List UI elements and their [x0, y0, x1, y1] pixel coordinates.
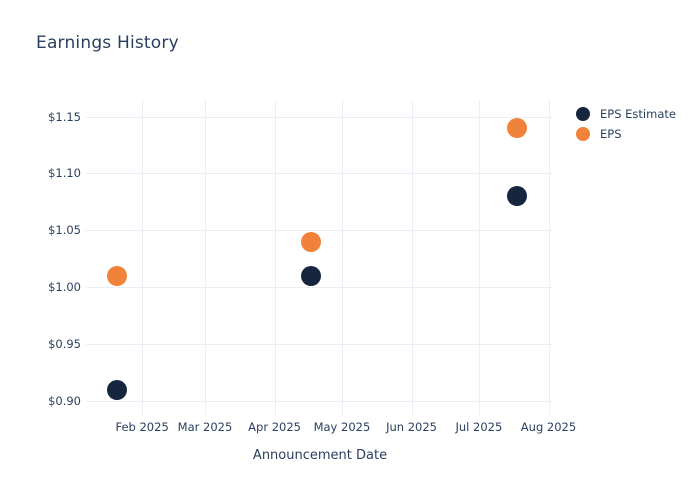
x-axis-title: Announcement Date — [252, 448, 388, 463]
gridline-vertical — [341, 100, 343, 415]
eps-estimate-point[interactable] — [507, 186, 528, 207]
legend: EPS Estimate EPS — [576, 104, 676, 144]
gridline-vertical — [274, 100, 276, 415]
gridline-vertical — [478, 100, 480, 415]
legend-item-eps[interactable]: EPS — [576, 124, 676, 144]
plot-area[interactable] — [86, 100, 553, 415]
chart-title: Earnings History — [36, 33, 179, 53]
gridline-vertical — [204, 100, 206, 415]
x-tick-label: Apr 2025 — [248, 420, 302, 434]
x-tick-label: Jun 2025 — [386, 420, 437, 434]
y-tick-label: $1.10 — [48, 166, 81, 181]
eps-point[interactable] — [107, 266, 128, 286]
y-tick-label: $0.95 — [48, 337, 81, 352]
x-tick-label: Aug 2025 — [520, 420, 577, 434]
y-tick-label: $1.00 — [48, 280, 81, 295]
gridline-horizontal — [86, 344, 553, 346]
legend-label: EPS Estimate — [600, 107, 676, 121]
legend-label: EPS — [600, 127, 622, 141]
gridline-horizontal — [86, 401, 553, 403]
x-tick-label: May 2025 — [313, 420, 371, 434]
gridline-vertical — [411, 100, 413, 415]
legend-marker-icon — [576, 127, 590, 141]
legend-item-eps-estimate[interactable]: EPS Estimate — [576, 104, 676, 124]
x-tick-label: Mar 2025 — [177, 420, 233, 434]
eps-point[interactable] — [507, 117, 528, 138]
y-tick-label: $0.90 — [48, 394, 81, 409]
gridline-horizontal — [86, 287, 553, 289]
gridline-horizontal — [86, 230, 553, 232]
gridline-vertical — [548, 100, 550, 415]
y-tick-label: $1.05 — [48, 223, 81, 238]
x-tick-label: Jul 2025 — [455, 420, 503, 434]
eps-estimate-point[interactable] — [107, 379, 128, 400]
y-tick-label: $1.15 — [48, 109, 81, 124]
gridline-horizontal — [86, 116, 553, 118]
legend-marker-icon — [576, 107, 590, 121]
gridline-vertical — [142, 100, 144, 415]
x-tick-label: Feb 2025 — [115, 420, 169, 434]
gridline-horizontal — [86, 173, 553, 175]
eps-point[interactable] — [300, 231, 321, 252]
eps-estimate-point[interactable] — [300, 266, 321, 286]
